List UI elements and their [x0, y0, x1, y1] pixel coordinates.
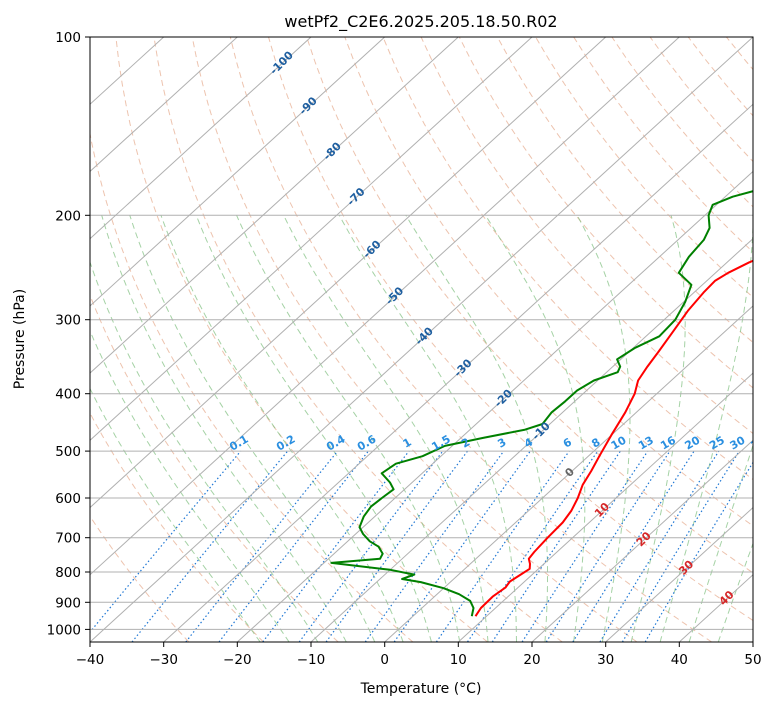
mixing-ratio-line — [90, 450, 242, 633]
isotherm — [90, 37, 312, 240]
y-tick-label: 400 — [55, 387, 81, 403]
isotherm — [236, 170, 753, 642]
mixing-ratio-line — [491, 450, 621, 642]
dry-adiabat — [535, 37, 753, 298]
mixing-ratio-line — [572, 450, 695, 642]
x-tick-label: 20 — [523, 652, 540, 668]
x-tick-label: −30 — [149, 652, 178, 668]
moist-adiabat — [195, 215, 432, 642]
x-tick-label: −10 — [297, 652, 326, 668]
plot-frame — [89, 36, 754, 643]
plot-area: 0.10.20.40.611.52346810131620253036-100-… — [90, 37, 768, 642]
x-tick-label: 50 — [744, 652, 761, 668]
moist-adiabat — [630, 215, 686, 642]
y-tick-label: 700 — [55, 531, 81, 547]
x-axis-label: Temperature (°C) — [360, 681, 482, 697]
isotherm — [90, 37, 238, 173]
x-tick-label: 0 — [380, 652, 389, 668]
isotherm — [90, 37, 680, 576]
moist-adiabat — [338, 215, 517, 642]
y-tick-label: 200 — [55, 208, 81, 224]
x-tick-label: 40 — [671, 652, 688, 668]
isotherm — [310, 237, 753, 642]
isotherms — [90, 37, 753, 642]
x-tick-label: 10 — [450, 652, 467, 668]
dry-adiabat — [153, 37, 563, 642]
isotherm — [163, 103, 753, 642]
moist-adiabat — [236, 215, 461, 642]
dry-adiabat — [90, 412, 264, 642]
dry-adiabat — [90, 515, 190, 642]
dry-adiabat — [306, 37, 753, 574]
x-tick-label: −40 — [76, 652, 105, 668]
mixing-ratio-label: 36 — [748, 433, 768, 452]
mixing-ratio-line — [364, 450, 505, 642]
x-tick-label: 30 — [597, 652, 614, 668]
dry-adiabat — [382, 37, 753, 481]
x-tick-label: −20 — [223, 652, 252, 668]
moist-adiabat — [405, 215, 548, 642]
y-tick-label: 300 — [55, 313, 81, 329]
moist-adiabat — [688, 443, 753, 642]
isotherm — [531, 439, 753, 642]
isotherm — [384, 305, 753, 642]
dry-adiabat — [115, 37, 488, 642]
mixing-ratio-line — [466, 450, 599, 642]
moist-adiabat — [129, 215, 376, 642]
isotherm — [90, 37, 753, 642]
isotherm — [90, 37, 386, 307]
y-tick-label: 600 — [55, 491, 81, 507]
y-axis-label: Pressure (hPa) — [12, 289, 28, 389]
mixing-ratio-line — [521, 450, 649, 642]
y-tick-label: 900 — [55, 595, 81, 611]
y-tick-label: 500 — [55, 444, 81, 460]
mixing-ratio-line — [545, 450, 671, 642]
y-tick-label: 1000 — [47, 622, 81, 638]
moist-adiabat — [90, 260, 319, 642]
isotherm — [457, 372, 753, 642]
sounding-series — [330, 190, 753, 617]
mixing-ratio-line — [325, 450, 468, 642]
mixing-ratio-line — [621, 450, 740, 642]
temperature-line — [474, 259, 753, 617]
moist-adiabat — [485, 215, 586, 642]
mixing-ratio-line — [185, 450, 339, 642]
dry-adiabat — [496, 37, 753, 344]
moist-adiabat — [101, 215, 347, 642]
mixing-ratio-line — [262, 450, 410, 642]
pressure-gridlines — [90, 37, 753, 630]
y-tick-label: 100 — [55, 30, 81, 46]
dry-adiabat — [268, 37, 753, 622]
isotherm — [605, 506, 753, 642]
isotherm — [90, 37, 533, 442]
isotherm — [90, 37, 459, 374]
mixing-ratio-line — [298, 450, 444, 642]
mixing-ratio-line — [131, 450, 289, 642]
moist-adiabat — [90, 387, 261, 642]
x-axis: −40 −30 −20 −10 0 10 20 30 40 50 — [76, 642, 762, 668]
y-axis: 100 200 300 400 500 600 700 800 900 1000 — [47, 30, 90, 638]
dry-adiabat — [90, 131, 414, 642]
moist-adiabat — [160, 215, 404, 642]
dewpoint-line — [330, 190, 753, 617]
chart-title: wetPf2_C2E6.2025.205.18.50.R02 — [284, 12, 557, 32]
y-tick-label: 800 — [55, 565, 81, 581]
mixing-ratio-line — [435, 450, 570, 642]
isotherm — [90, 37, 607, 509]
